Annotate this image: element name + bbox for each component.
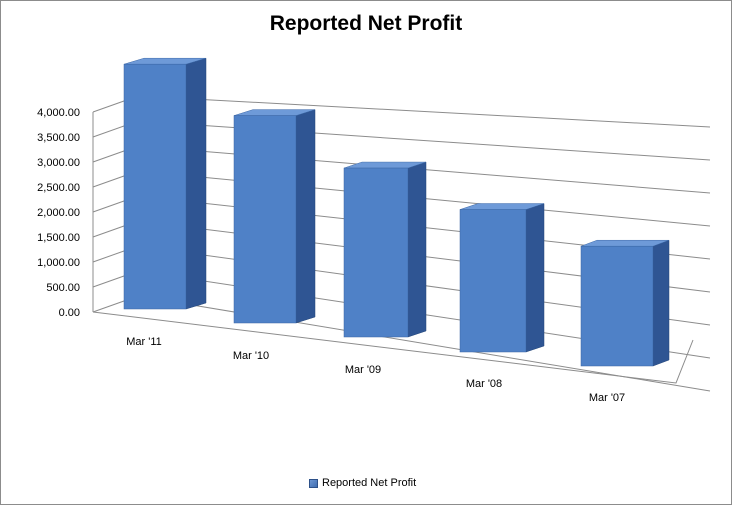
bar-side: [525, 203, 545, 353]
chart-title: Reported Net Profit: [269, 12, 463, 35]
bar: [233, 115, 297, 324]
bar-side: [185, 57, 207, 310]
bar: [580, 245, 654, 367]
y-tick-label: 0.00: [59, 307, 80, 319]
y-tick-label: 500.00: [46, 282, 80, 294]
bar-side: [652, 239, 670, 367]
floor-outline: [92, 311, 694, 384]
y-tick-label: 3,000.00: [37, 157, 80, 169]
x-tick-label: Mar '07: [589, 392, 625, 404]
chart-legend: Reported Net Profit: [309, 475, 416, 491]
y-tick-label: 1,000.00: [37, 257, 80, 269]
y-tick-label: 3,500.00: [37, 132, 80, 144]
bar-side: [407, 161, 427, 338]
y-tick-label: 2,500.00: [37, 182, 80, 194]
y-tick-label: 4,000.00: [37, 107, 80, 119]
y-tick-label: 2,000.00: [37, 207, 80, 219]
legend-swatch: [309, 478, 318, 488]
bar-top: [580, 239, 670, 247]
x-tick-label: Mar '10: [233, 350, 269, 362]
legend-label: Reported Net Profit: [322, 477, 417, 489]
y-tick-label: 1,500.00: [37, 232, 80, 244]
x-tick-label: Mar '09: [345, 364, 381, 376]
x-tick-label: Mar '08: [466, 378, 502, 390]
bar-side: [295, 109, 316, 324]
bar: [459, 209, 527, 353]
bar: [343, 167, 409, 338]
bar: [123, 63, 187, 310]
x-tick-label: Mar '11: [126, 336, 162, 348]
